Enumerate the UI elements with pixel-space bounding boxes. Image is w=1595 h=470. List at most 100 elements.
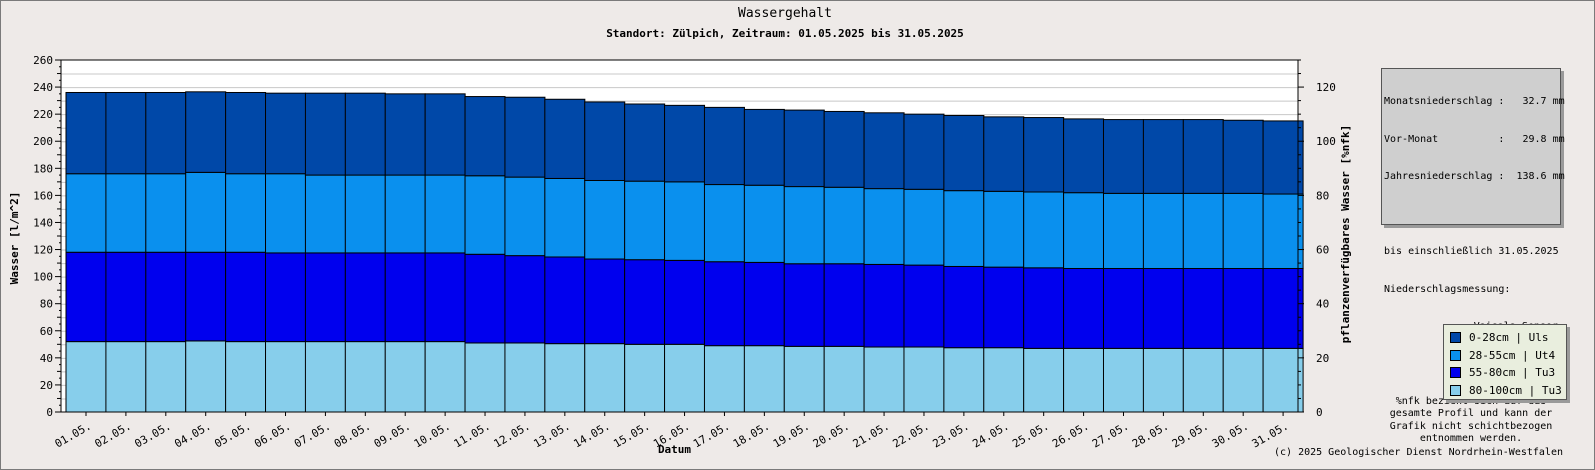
bar-segment (983, 266, 1025, 349)
legend-swatch-80-100cm (1450, 384, 1461, 396)
legend-swatch-0-28cm (1450, 332, 1461, 344)
bar-segment (1182, 347, 1224, 413)
bar-segment (863, 188, 905, 265)
bar-segment (1262, 193, 1304, 269)
info-line-blank: ​ (1384, 209, 1558, 222)
x-tick-label: 17.05. (691, 419, 732, 450)
info-line-until: bis einschließlich 31.05.2025 (1384, 246, 1559, 257)
bar-segment (703, 184, 745, 263)
bar-segment (584, 343, 626, 413)
bar-segment (624, 259, 666, 345)
bar-segment (464, 175, 506, 255)
bar-segment (1102, 267, 1144, 349)
bar-segment (863, 263, 905, 348)
bar-segment (1063, 347, 1105, 413)
copyright-credit: (c) 2025 Geologischer Dienst Nordrhein-W… (1274, 447, 1563, 458)
y2-tick-label: 80 (1316, 189, 1329, 202)
legend: 0-28cm | Uls 28-55cm | Ut4 55-80cm | Tu3… (1443, 324, 1567, 400)
y2-tick-label: 60 (1316, 244, 1329, 257)
x-tick-label: 22.05. (891, 419, 932, 450)
chart-title: Wassergehalt (738, 6, 832, 21)
bar-segment (225, 251, 267, 343)
bar-segment (105, 91, 147, 175)
bar-segment (743, 261, 785, 347)
y-tick-label: 180 (33, 162, 53, 175)
x-tick-label: 19.05. (771, 419, 812, 450)
x-tick-label: 26.05. (1050, 419, 1091, 450)
bar-segment (1023, 267, 1065, 349)
bar-segment (943, 347, 985, 413)
bar-segment (344, 252, 386, 343)
bar-segment (145, 173, 187, 253)
y-tick-label: 260 (33, 54, 53, 67)
bar-segment (624, 103, 666, 182)
bar-segment (664, 181, 706, 261)
chart-subtitle: Standort: Zülpich, Zeitraum: 01.05.2025 … (606, 27, 964, 40)
bar-segment (783, 109, 825, 188)
x-tick-label: 24.05. (970, 419, 1011, 450)
legend-label-28-55cm: 28-55cm | Ut4 (1469, 348, 1556, 362)
bar-segment (983, 116, 1025, 192)
bar-segment (664, 259, 706, 345)
bar-segment (1023, 347, 1065, 413)
bar-segment (743, 345, 785, 413)
bar-segment (504, 342, 546, 413)
bar-segment (1023, 191, 1065, 269)
bar-segment (464, 253, 506, 344)
info-line-year: Jahresniederschlag : 138.6 mm (1384, 171, 1565, 182)
bar-segment (424, 174, 466, 254)
y2-tick-label: 120 (1316, 81, 1336, 94)
bar-segment (903, 346, 945, 413)
bar-segment (145, 341, 187, 413)
bar-segment (304, 174, 346, 254)
y-tick-label: 100 (33, 271, 53, 284)
bar-segment (1102, 192, 1144, 269)
y-tick-label: 60 (40, 325, 53, 338)
bar-segment (783, 186, 825, 265)
legend-item-80-100cm: 80-100cm | Tu3 (1450, 382, 1566, 400)
legend-item-0-28cm: 0-28cm | Uls (1450, 329, 1566, 347)
bar-segment (185, 251, 227, 342)
bar-segment (1102, 347, 1144, 413)
bar-segment (384, 93, 426, 176)
bar-segment (823, 263, 865, 347)
legend-label-0-28cm: 0-28cm | Uls (1469, 331, 1549, 345)
bar-segment (943, 265, 985, 349)
bar-segment (584, 179, 626, 260)
x-tick-label: 15.05. (611, 419, 652, 450)
bar-segment (344, 174, 386, 254)
bar-segment (624, 180, 666, 261)
bar-segment (584, 258, 626, 345)
bar-segment (703, 345, 745, 413)
bar-segment (265, 173, 307, 254)
bar-segment (1182, 267, 1224, 349)
bar-segment (983, 190, 1025, 268)
bar-segment (783, 263, 825, 347)
bar-segment (185, 340, 227, 413)
bar-segment (823, 186, 865, 265)
bar-segment (464, 96, 506, 177)
bar-segment (584, 101, 626, 181)
legend-label-55-80cm: 55-80cm | Tu3 (1469, 366, 1556, 380)
x-tick-label: 25.05. (1010, 419, 1051, 450)
bar-segment (1063, 118, 1105, 194)
x-tick-label: 09.05. (372, 419, 413, 450)
x-tick-label: 12.05. (492, 419, 533, 450)
x-tick-label: 13.05. (531, 419, 572, 450)
x-tick-label: 05.05. (212, 419, 253, 450)
bar-segment (145, 251, 187, 343)
bar-segment (65, 173, 107, 253)
bar-segment (105, 173, 147, 253)
bar-segment (65, 251, 107, 343)
bar-segment (544, 177, 586, 258)
bar-segment (1142, 192, 1184, 269)
bar-segment (943, 190, 985, 267)
x-tick-label: 18.05. (731, 419, 772, 450)
bar-segment (1063, 267, 1105, 349)
bar-segment (983, 347, 1025, 413)
y-axis-title: Wasser [l/m^2] (8, 192, 21, 285)
bar-segment (185, 171, 227, 253)
bar-segment (225, 91, 267, 175)
x-tick-label: 31.05. (1250, 419, 1291, 450)
bar-segment (265, 341, 307, 413)
